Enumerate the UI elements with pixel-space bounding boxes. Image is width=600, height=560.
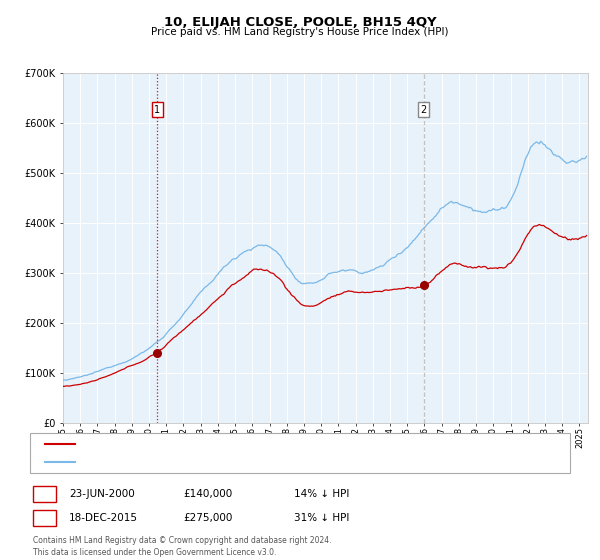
Text: 10, ELIJAH CLOSE, POOLE, BH15 4QY: 10, ELIJAH CLOSE, POOLE, BH15 4QY (164, 16, 436, 29)
Text: 2: 2 (421, 105, 427, 115)
Text: 31% ↓ HPI: 31% ↓ HPI (294, 513, 349, 523)
Text: Contains HM Land Registry data © Crown copyright and database right 2024.
This d: Contains HM Land Registry data © Crown c… (33, 536, 331, 557)
Text: 14% ↓ HPI: 14% ↓ HPI (294, 489, 349, 499)
Text: 10, ELIJAH CLOSE, POOLE, BH15 4QY (detached house): 10, ELIJAH CLOSE, POOLE, BH15 4QY (detac… (81, 440, 328, 449)
Text: 2: 2 (41, 513, 48, 523)
Text: 1: 1 (154, 105, 160, 115)
Text: HPI: Average price, detached house, Bournemouth Christchurch and Poole: HPI: Average price, detached house, Bour… (81, 458, 418, 466)
Text: 23-JUN-2000: 23-JUN-2000 (69, 489, 135, 499)
Text: 18-DEC-2015: 18-DEC-2015 (69, 513, 138, 523)
Text: 1: 1 (41, 489, 48, 499)
Text: £275,000: £275,000 (183, 513, 232, 523)
Text: Price paid vs. HM Land Registry's House Price Index (HPI): Price paid vs. HM Land Registry's House … (151, 27, 449, 37)
Text: £140,000: £140,000 (183, 489, 232, 499)
